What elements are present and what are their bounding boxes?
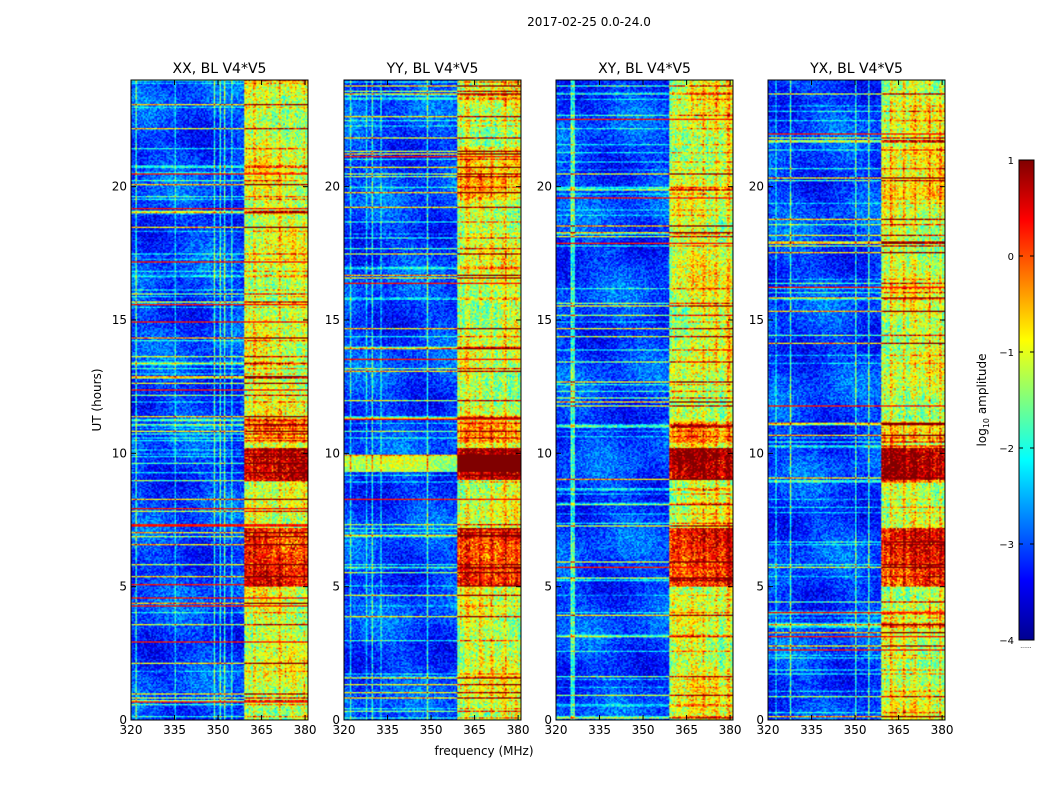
colorbar-extra-mark: ......	[1020, 643, 1032, 650]
y-tick-label: 0	[544, 713, 552, 727]
axes-frame	[555, 79, 734, 721]
panel-title: YX, BL V4*V5	[809, 61, 903, 77]
colorbar-ticks: 1 0 −1 −2 −3 −4	[999, 156, 1034, 647]
colorbar-tick-label: −4	[999, 636, 1014, 647]
y-tick-label: 10	[537, 446, 552, 460]
y-tick-label: 20	[537, 180, 552, 194]
x-tick-label: 350	[632, 723, 655, 737]
y-tick-label: 5	[756, 580, 764, 594]
panel-3: XY, BL V4*V5 320 335 350 365 380 0 5 10 15 20	[537, 61, 742, 737]
x-tick-label: 365	[463, 723, 486, 737]
colorbar-tick-label: −1	[999, 348, 1014, 359]
y-tick-label: 20	[749, 180, 764, 194]
colorbar-label-prefix: log	[975, 428, 989, 446]
x-tick-label: 365	[250, 723, 273, 737]
colorbar-tick-label: 1	[1008, 156, 1014, 167]
x-tick-label: 350	[420, 723, 443, 737]
axes-frame	[343, 79, 522, 721]
x-tick-label: 335	[163, 723, 186, 737]
y-tick-label: 0	[756, 713, 764, 727]
y-tick-label: 10	[749, 446, 764, 460]
x-tick-label: 335	[376, 723, 399, 737]
colorbar-tick-label: −3	[999, 540, 1014, 551]
x-tick-label: 320	[757, 723, 780, 737]
x-tick-label: 380	[931, 723, 954, 737]
x-axis-label: frequency (MHz)	[434, 744, 533, 758]
y-tick-label: 20	[112, 180, 127, 194]
colorbar-tick-label: −2	[999, 444, 1014, 455]
y-tick-label: 15	[537, 313, 552, 327]
y-tick-label: 15	[325, 313, 340, 327]
x-tick-label: 335	[588, 723, 611, 737]
y-tick-label: 5	[332, 580, 340, 594]
y-tick-label: 10	[112, 446, 127, 460]
panel-title: XY, BL V4*V5	[598, 61, 691, 77]
x-tick-label: 380	[294, 723, 317, 737]
y-axis-label: UT (hours)	[90, 368, 104, 431]
heatmap-image	[556, 80, 733, 720]
y-tick-label: 0	[119, 713, 127, 727]
x-tick-label: 350	[207, 723, 230, 737]
panel-2: YY, BL V4*V5 320 335 350 365 380 0 5 10 15 20	[325, 61, 530, 737]
axes-frame	[767, 79, 946, 721]
y-tick-label: 15	[112, 313, 127, 327]
colorbar-label: log10 amplitude	[975, 354, 991, 447]
heatmap-image	[131, 80, 308, 720]
figure-suptitle: 2017-02-25 0.0-24.0	[527, 15, 651, 29]
colorbar: 10−1−2−3−4 log10 amplitude ......	[975, 156, 1035, 650]
y-tick-label: 20	[325, 180, 340, 194]
x-tick-label: 320	[333, 723, 356, 737]
x-tick-label: 350	[844, 723, 867, 737]
x-tick-label: 365	[887, 723, 910, 737]
x-tick-label: 365	[675, 723, 698, 737]
x-tick-label: 320	[545, 723, 568, 737]
heatmap-image	[768, 80, 945, 720]
x-tick-label: 320	[120, 723, 143, 737]
heatmap-image	[344, 80, 521, 720]
y-tick-label: 5	[544, 580, 552, 594]
x-tick-label: 335	[800, 723, 823, 737]
panel-1: XX, BL V4*V5 320 335 350 365 380 0 5 10 15 20	[112, 61, 317, 737]
colorbar-gradient	[1018, 159, 1035, 641]
colorbar-tick-label: 0	[1008, 252, 1014, 263]
panel-title: YY, BL V4*V5	[386, 61, 479, 77]
y-tick-label: 0	[332, 713, 340, 727]
axes-frame	[130, 79, 309, 721]
panel-4: YX, BL V4*V5 320 335 350 365 380 0 5 10 15 20	[749, 61, 954, 737]
colorbar-label-subscript: 10	[982, 418, 991, 428]
panel-title: XX, BL V4*V5	[173, 61, 267, 77]
y-tick-label: 15	[749, 313, 764, 327]
y-tick-label: 5	[119, 580, 127, 594]
x-tick-label: 380	[507, 723, 530, 737]
x-tick-label: 380	[719, 723, 742, 737]
y-tick-label: 10	[325, 446, 340, 460]
colorbar-label-suffix: amplitude	[975, 354, 989, 418]
